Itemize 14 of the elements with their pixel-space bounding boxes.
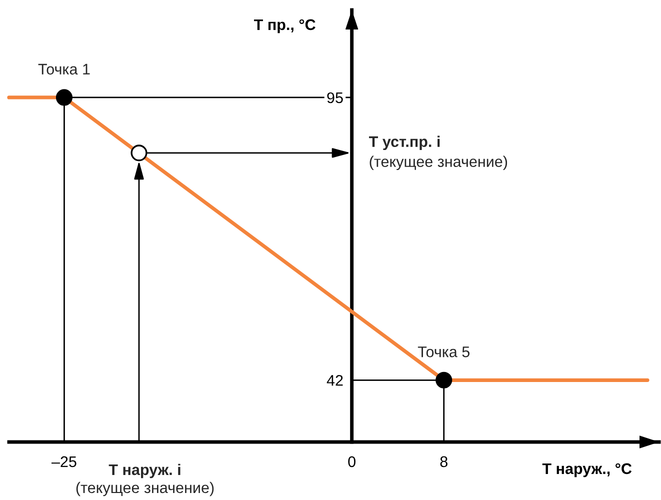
- annotation: Т уст.пр. i (текущее значение): [369, 136, 508, 170]
- y-tick-label: 42: [326, 375, 343, 386]
- y-axis-title: Т пр., °С: [254, 19, 316, 34]
- text: Т наруж. i (текущее значение): [76, 464, 214, 496]
- x-tick-label: 0: [348, 456, 356, 468]
- annotation: Точка 5: [418, 346, 470, 358]
- x-tick-label: 8: [440, 456, 448, 468]
- annotation: Точка 1: [38, 64, 90, 75]
- point: [56, 89, 73, 106]
- point: [130, 144, 148, 162]
- x-tick-label: –25: [51, 456, 76, 468]
- y-tick-label: 95: [327, 92, 343, 104]
- x-axis-title: Т наруж., °С: [542, 463, 632, 478]
- point: [436, 372, 452, 388]
